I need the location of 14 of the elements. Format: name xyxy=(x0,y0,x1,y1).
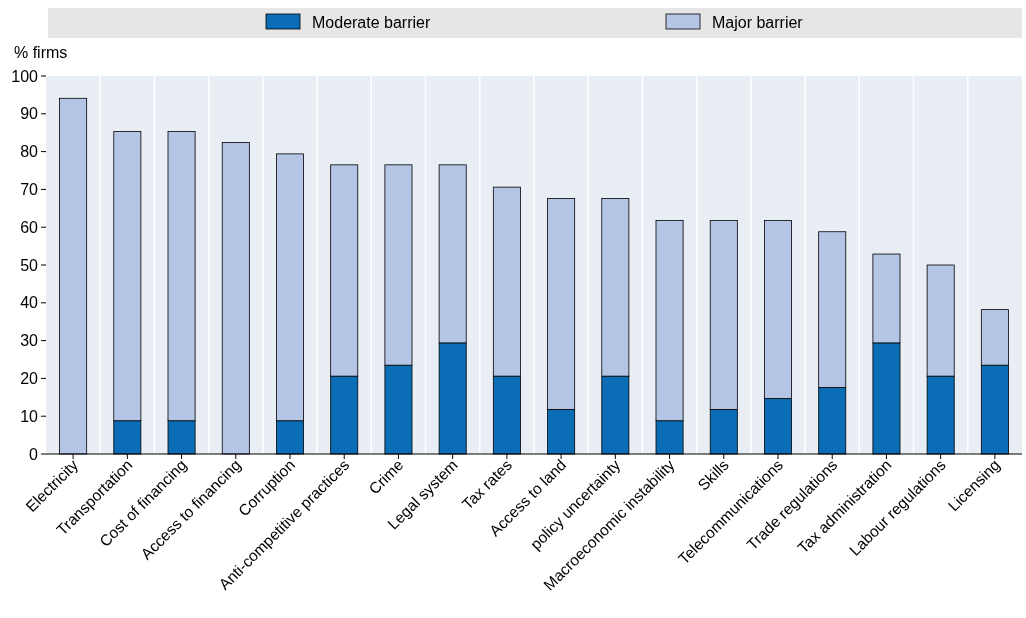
y-tick-label: 60 xyxy=(20,218,39,236)
y-tick-label: 50 xyxy=(20,256,39,274)
y-tick-label: 40 xyxy=(20,294,39,312)
y-tick-label: 20 xyxy=(20,370,39,387)
legend-label: Moderate barrier xyxy=(312,14,431,31)
y-tick-label: 100 xyxy=(11,67,39,85)
y-tick-label: 80 xyxy=(20,143,39,161)
y-axis-title: % firms xyxy=(14,44,68,61)
legend-label: Major barrier xyxy=(712,14,804,31)
y-tick-label: 70 xyxy=(20,181,39,198)
y-tick-label: 90 xyxy=(20,105,39,123)
y-tick-label: 10 xyxy=(20,407,39,425)
y-tick-label: 0 xyxy=(29,445,39,463)
y-tick-label: 30 xyxy=(20,332,39,350)
